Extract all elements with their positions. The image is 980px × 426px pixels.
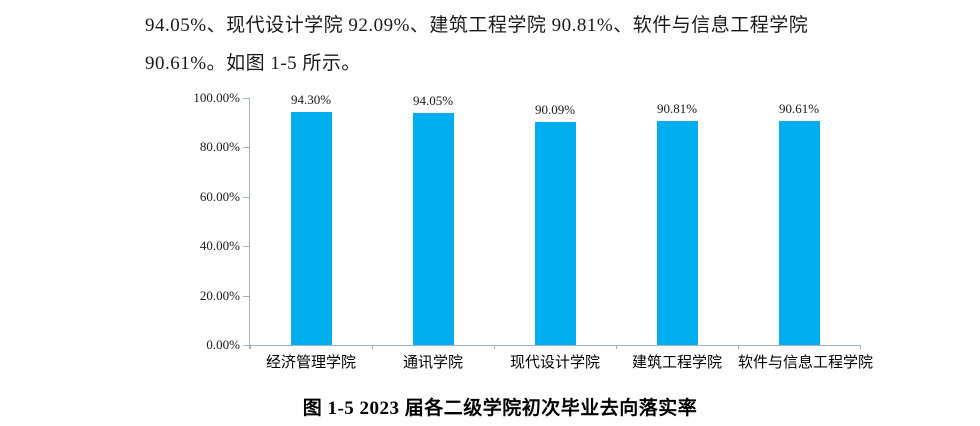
y-axis-tick <box>243 296 249 297</box>
bar <box>657 121 698 345</box>
x-axis-category-label: 建筑工程学院 <box>631 354 722 371</box>
bar-value-label: 94.30% <box>290 92 332 107</box>
bar <box>413 113 454 345</box>
y-axis-tick <box>243 98 249 99</box>
y-axis-tick <box>243 246 249 247</box>
x-axis-line <box>249 345 861 346</box>
bar-chart-figure: 100.00% 80.00% 60.00% 40.00% 20.00% 0.00% 94.3… <box>193 90 873 371</box>
x-axis-tick <box>250 345 251 349</box>
body-text-line-1: 94.05%、现代设计学院 92.09%、建筑工程学院 90.81%、软件与信息… <box>145 15 809 36</box>
plot-area: 100.00% 80.00% 60.00% 40.00% 20.00% 0.00% 94.3… <box>193 90 873 371</box>
y-axis-tick <box>243 345 249 346</box>
y-axis-tick <box>243 197 249 198</box>
figure-caption: 图 1-5 2023 届各二级学院初次毕业去向落实率 <box>302 398 698 419</box>
x-axis-category-label: 经济管理学院 <box>265 354 356 371</box>
bar <box>535 122 576 345</box>
bar-value-label: 94.05% <box>412 93 454 108</box>
y-axis-tick-label: 80.00% <box>199 139 240 154</box>
x-axis-category-label: 通讯学院 <box>402 354 463 371</box>
x-axis-tick <box>372 345 373 349</box>
y-axis-tick-label: 20.00% <box>199 288 240 303</box>
y-axis-tick <box>243 147 249 148</box>
y-axis-line <box>249 98 250 349</box>
body-text-line-2: 90.61%。如图 1-5 所示。 <box>145 53 361 74</box>
x-axis-tick <box>738 345 739 349</box>
bar-value-label: 90.09% <box>534 102 576 117</box>
bar <box>291 112 332 345</box>
y-axis-tick-label: 0.00% <box>206 337 240 352</box>
y-axis-tick-label: 60.00% <box>199 189 240 204</box>
y-axis-tick-label: 40.00% <box>199 238 240 253</box>
x-axis-category-label: 软件与信息工程学院 <box>738 354 874 371</box>
bar-value-label: 90.61% <box>778 101 820 116</box>
x-axis-tick <box>860 345 861 349</box>
x-axis-tick <box>494 345 495 349</box>
y-axis-tick-label: 100.00% <box>193 90 240 105</box>
x-axis-tick <box>616 345 617 349</box>
bar-value-label: 90.81% <box>656 101 698 116</box>
bar <box>779 121 820 345</box>
x-axis-category-label: 现代设计学院 <box>509 354 600 371</box>
